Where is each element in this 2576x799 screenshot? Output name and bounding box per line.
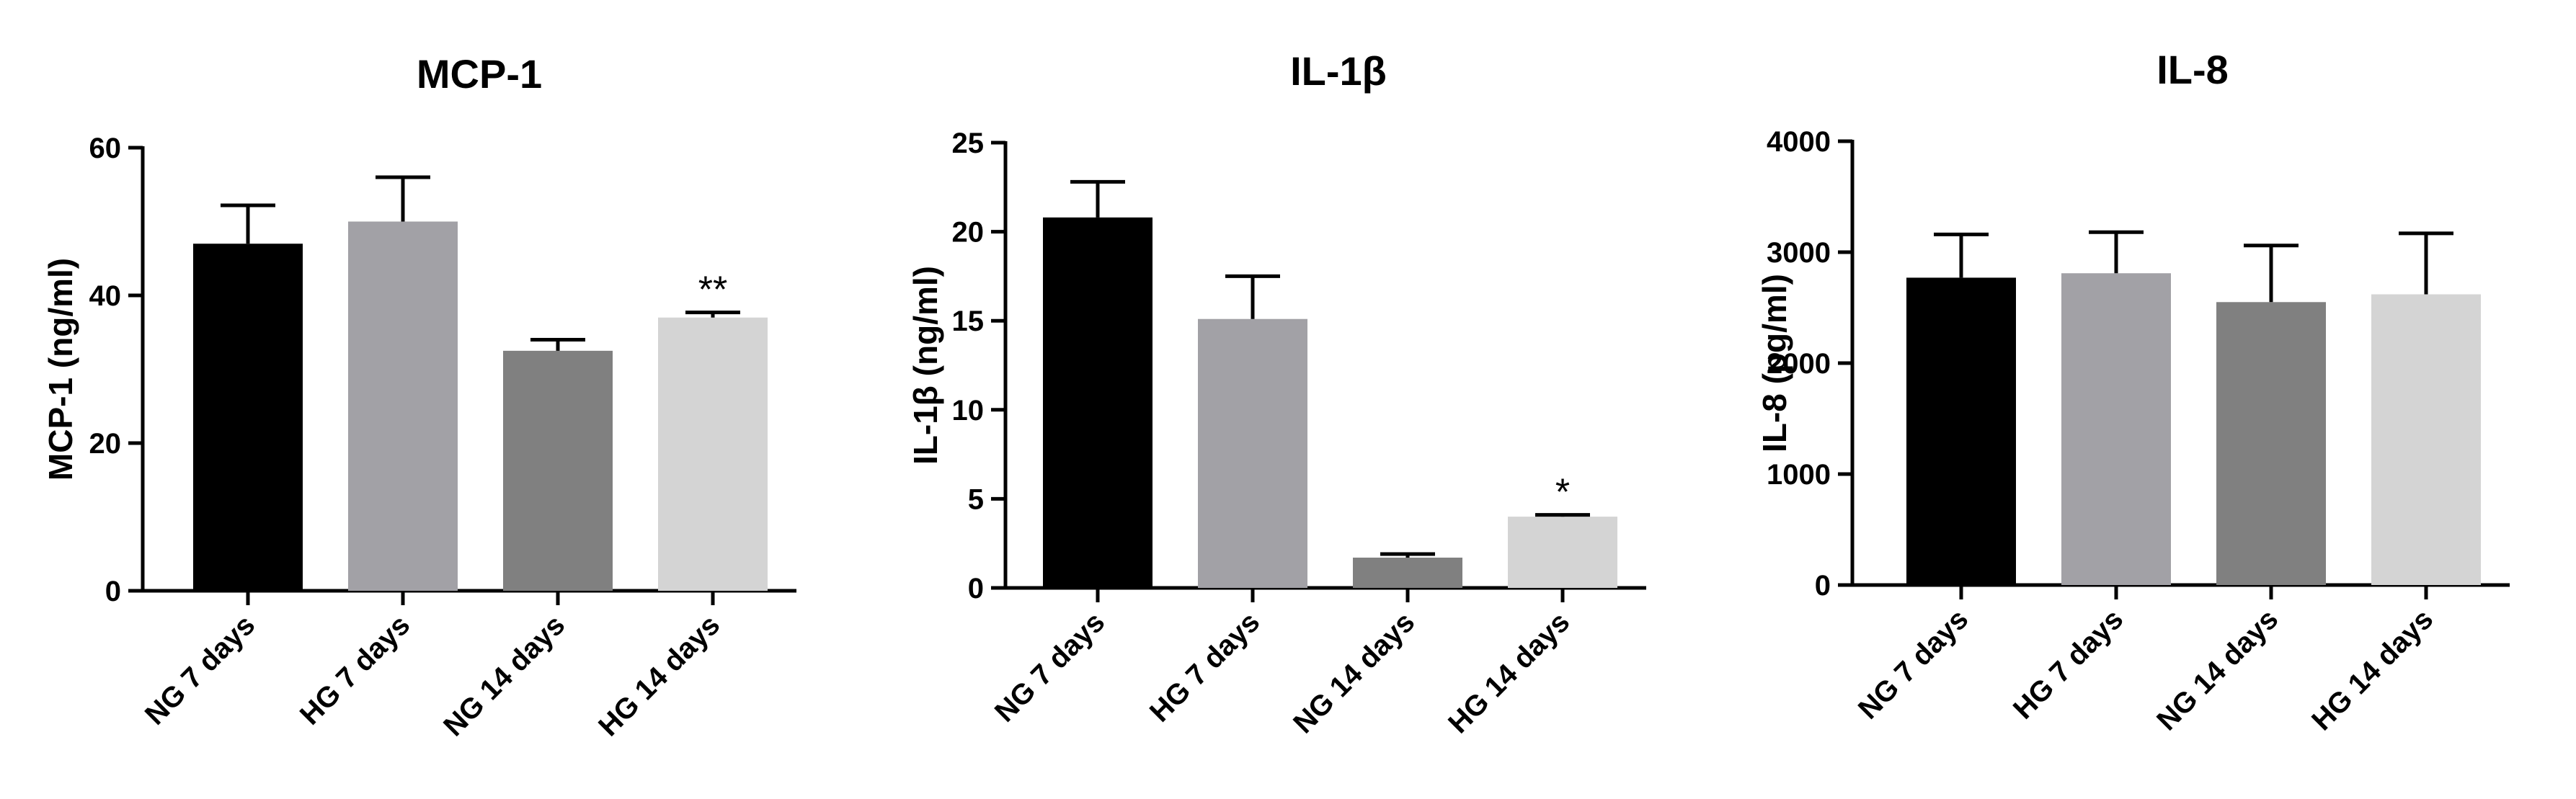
bar [193,244,303,591]
chart-title: IL-8 [2157,47,2229,92]
bar [2216,302,2326,585]
y-axis-label: IL-1β (ng/ml) [907,266,944,465]
y-tick-label: 4000 [1767,126,1831,158]
y-tick-label: 40 [89,280,122,312]
y-tick-label: 20 [89,428,122,460]
bar [1508,517,1617,588]
bar [658,317,768,591]
chart-panel-2: IL-1β IL-1β (ng/ml) 0 5 10 15 20 25 NG 7 days HG … [907,48,1646,739]
x-tick-label: HG 7 days [1144,606,1266,728]
significance-marker: ** [698,269,727,311]
y-tick-label: 0 [968,573,984,604]
bar [1906,277,2016,585]
bar [2061,273,2171,585]
bar [2371,294,2481,585]
x-tick-label: NG 7 days [989,606,1111,728]
x-tick-label: HG 7 days [2007,603,2129,725]
bar [1043,217,1152,589]
y-tick-label: 3000 [1767,237,1831,269]
y-tick-label: 5 [968,483,984,515]
y-tick-label: 25 [952,128,985,159]
x-tick-label: NG 7 days [1852,603,1974,725]
chart-panel-1: MCP-1 MCP-1 (ng/ml) 0 20 40 60 NG 7 days HG 7 d… [42,51,796,742]
x-tick-label: HG 14 days [1442,606,1576,739]
x-tick-label: NG 14 days [1287,606,1421,739]
y-tick-label: 20 [952,217,985,249]
bar [348,221,458,591]
y-axis-label: MCP-1 (ng/ml) [42,258,79,481]
y-tick-label: 2000 [1767,348,1831,380]
bar [503,350,613,591]
y-axis-label: IL-8 (pg/ml) [1756,274,1793,452]
y-tick-label: 0 [1815,570,1831,602]
y-tick-label: 10 [952,395,985,427]
x-tick-label: NG 14 days [2151,603,2284,736]
chart-panel-3: IL-8 IL-8 (pg/ml) 0 1000 2000 3000 4000 NG 7 da… [1756,47,2510,736]
x-tick-label: HG 14 days [592,609,726,742]
significance-marker: * [1555,472,1570,514]
x-tick-label: HG 7 days [294,609,416,731]
bar [1198,318,1307,588]
bar [1353,557,1462,588]
y-tick-label: 60 [89,133,122,164]
y-tick-label: 0 [105,576,121,607]
chart-title: MCP-1 [417,51,542,97]
x-tick-label: NG 14 days [438,609,571,742]
x-tick-label: NG 7 days [139,609,261,731]
y-tick-label: 1000 [1767,459,1831,491]
x-tick-label: HG 14 days [2306,603,2439,736]
y-tick-label: 15 [952,305,985,337]
chart-title: IL-1β [1290,48,1387,94]
